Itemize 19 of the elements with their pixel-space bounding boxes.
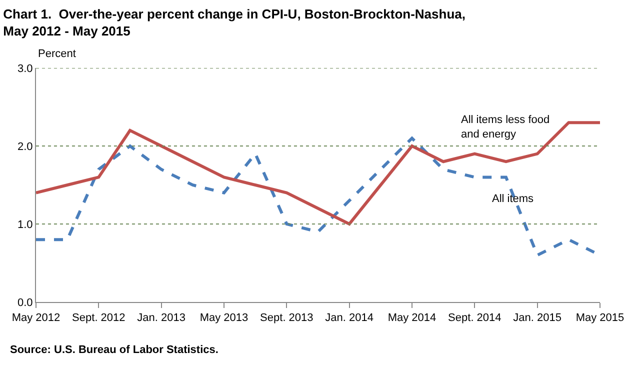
- x-tick-label: Sept. 2012: [72, 312, 126, 324]
- y-tick-label: 0.0: [18, 296, 33, 309]
- x-tick-label: May 2015: [576, 312, 624, 324]
- series-label: All items less food and energy: [461, 114, 550, 140]
- x-tick-label: Jan. 2014: [325, 312, 374, 324]
- y-axis-title: Percent: [38, 48, 76, 60]
- x-tick-label: Sept. 2013: [260, 312, 314, 324]
- x-tick-label: Jan. 2013: [137, 312, 186, 324]
- y-tick-label: 1.0: [18, 218, 33, 231]
- x-tick-label: May 2014: [388, 312, 436, 324]
- y-tick-label: 3.0: [18, 62, 33, 75]
- chart-title: Chart 1. Over-the-year percent change in CPI-U, Boston-Brockton-Nashua, May 2012 - May 2015: [3, 6, 466, 38]
- x-tick-label: Sept. 2014: [448, 312, 502, 324]
- x-tick-label: May 2012: [12, 312, 60, 324]
- y-tick-label: 2.0: [18, 140, 33, 153]
- x-tick-label: May 2013: [200, 312, 248, 324]
- series-label: All items: [492, 193, 534, 205]
- source-note: Source: U.S. Bureau of Labor Statistics.: [10, 344, 218, 356]
- x-tick-label: Jan. 2015: [513, 312, 562, 324]
